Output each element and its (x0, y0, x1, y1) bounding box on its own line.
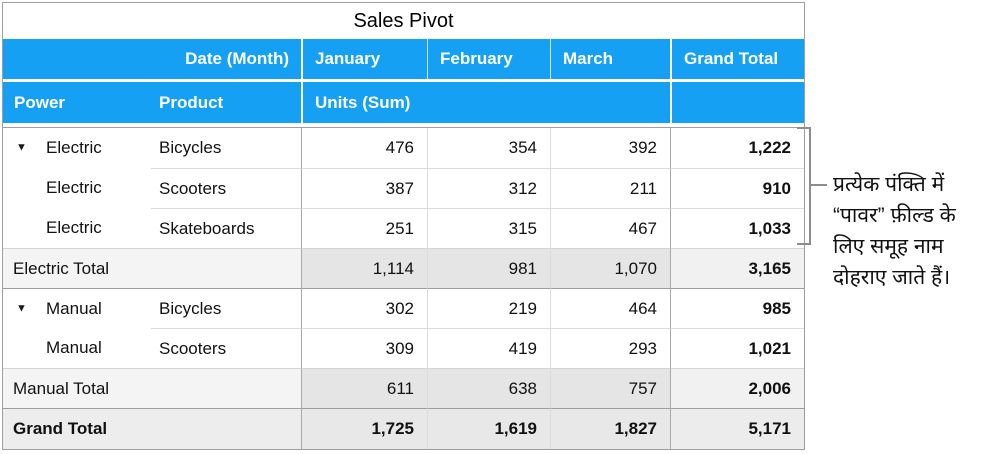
power-group-cell[interactable]: Electric (3, 208, 151, 248)
subtotal-label-cell[interactable]: Electric Total (3, 248, 301, 288)
column-header-date-month[interactable]: Date (Month) (185, 49, 289, 68)
disclosure-triangle-icon[interactable]: ▼ (16, 302, 27, 314)
annotation-line: “पावर” फ़ील्ड के (833, 204, 956, 227)
power-group-label: Electric (46, 138, 102, 157)
table-body: ▼ Electric Bicycles 476 354 392 1,222 El… (3, 127, 804, 449)
header-gap (3, 79, 804, 82)
value-cell-february[interactable]: 354 (427, 128, 550, 168)
value-cell-march[interactable]: 392 (550, 128, 670, 168)
value-cell-march[interactable]: 1,070 (550, 248, 670, 288)
power-group-label: Manual (46, 298, 102, 318)
value-cell-grand-total[interactable]: 985 (670, 288, 804, 328)
bracket-vertical-line (809, 127, 811, 245)
table-row-manual-scooters: Manual Scooters 309 419 293 1,021 (3, 328, 804, 368)
bracket-bottom-cap (797, 243, 811, 245)
table-row-manual-total: Manual Total 611 638 757 2,006 (3, 368, 804, 408)
subtotal-label-cell[interactable]: Manual Total (3, 368, 301, 408)
value-cell-february[interactable]: 315 (427, 208, 550, 248)
column-header-units-sum[interactable]: Units (Sum) (301, 82, 670, 123)
table-row-manual-bicycles: ▼ Manual Bicycles 302 219 464 985 (3, 288, 804, 328)
table-row-grand-total: Grand Total 1,725 1,619 1,827 5,171 (3, 408, 804, 449)
table-row-electric-scooters: Electric Scooters 387 312 211 910 (3, 168, 804, 208)
product-cell[interactable]: Bicycles (151, 288, 301, 328)
power-group-cell[interactable]: ▼ Electric (3, 128, 151, 168)
value-cell-january[interactable]: 476 (301, 128, 427, 168)
value-cell-january[interactable]: 1,114 (301, 248, 427, 288)
column-header-power[interactable]: Power (14, 92, 66, 112)
value-cell-march[interactable]: 467 (550, 208, 670, 248)
power-group-label: Electric (46, 218, 102, 237)
value-cell-february[interactable]: 1,619 (427, 408, 550, 449)
header-gap (3, 123, 804, 127)
value-cell-february[interactable]: 219 (427, 288, 550, 328)
value-cell-january[interactable]: 309 (301, 328, 427, 368)
value-cell-grand-total[interactable]: 1,021 (670, 328, 804, 368)
header-row-fields: Power Product Units (Sum) (3, 82, 804, 123)
value-cell-january[interactable]: 387 (301, 168, 427, 208)
value-cell-march[interactable]: 464 (550, 288, 670, 328)
power-group-label: Electric (46, 178, 102, 197)
value-cell-march[interactable]: 293 (550, 328, 670, 368)
bracket-top-cap (797, 127, 811, 129)
power-group-cell[interactable]: Electric (3, 168, 151, 208)
power-group-cell[interactable]: Manual (3, 328, 151, 368)
value-cell-january[interactable]: 611 (301, 368, 427, 408)
grand-total-label-cell[interactable]: Grand Total (3, 408, 301, 449)
value-cell-february[interactable]: 981 (427, 248, 550, 288)
value-cell-march[interactable]: 757 (550, 368, 670, 408)
bracket-pointer-line (811, 184, 827, 186)
column-header-january[interactable]: January (301, 39, 427, 79)
value-cell-march[interactable]: 1,827 (550, 408, 670, 449)
column-header-blank[interactable] (670, 82, 804, 123)
product-cell[interactable]: Bicycles (151, 128, 301, 168)
table-title: Sales Pivot (3, 3, 804, 39)
annotation-line: लिए समूह नाम (833, 235, 944, 258)
power-group-cell[interactable]: ▼ Manual (3, 288, 151, 328)
annotation-text: प्रत्येक पंक्ति में “पावर” फ़ील्ड के लिए… (833, 169, 999, 293)
power-group-label: Manual (46, 338, 102, 357)
pivot-table: Sales Pivot Date (Month) January Februar… (2, 2, 805, 450)
value-cell-grand-total[interactable]: 1,222 (670, 128, 804, 168)
column-header-march[interactable]: March (550, 39, 670, 79)
disclosure-triangle-icon[interactable]: ▼ (16, 141, 27, 154)
annotation-bracket (797, 127, 829, 245)
value-cell-february[interactable]: 638 (427, 368, 550, 408)
value-cell-january[interactable]: 251 (301, 208, 427, 248)
value-cell-march[interactable]: 211 (550, 168, 670, 208)
product-cell[interactable]: Scooters (151, 328, 301, 368)
value-cell-grand-total[interactable]: 910 (670, 168, 804, 208)
value-cell-february[interactable]: 312 (427, 168, 550, 208)
annotation-line: दोहराए जाते हैं। (833, 266, 951, 289)
value-cell-grand-total[interactable]: 2,006 (670, 368, 804, 408)
value-cell-grand-total[interactable]: 3,165 (670, 248, 804, 288)
table-row-electric-bicycles: ▼ Electric Bicycles 476 354 392 1,222 (3, 128, 804, 168)
column-header-grand-total[interactable]: Grand Total (670, 39, 804, 79)
value-cell-january[interactable]: 1,725 (301, 408, 427, 449)
column-header-product[interactable]: Product (159, 92, 224, 112)
table-row-electric-total: Electric Total 1,114 981 1,070 3,165 (3, 248, 804, 288)
product-cell[interactable]: Skateboards (151, 208, 301, 248)
column-header-february[interactable]: February (427, 39, 550, 79)
product-cell[interactable]: Scooters (151, 168, 301, 208)
value-cell-february[interactable]: 419 (427, 328, 550, 368)
value-cell-grand-total[interactable]: 5,171 (670, 408, 804, 449)
annotation-line: प्रत्येक पंक्ति में (833, 173, 945, 196)
header-row-months: Date (Month) January February March Gran… (3, 39, 804, 79)
table-row-electric-skateboards: Electric Skateboards 251 315 467 1,033 (3, 208, 804, 248)
value-cell-grand-total[interactable]: 1,033 (670, 208, 804, 248)
value-cell-january[interactable]: 302 (301, 288, 427, 328)
